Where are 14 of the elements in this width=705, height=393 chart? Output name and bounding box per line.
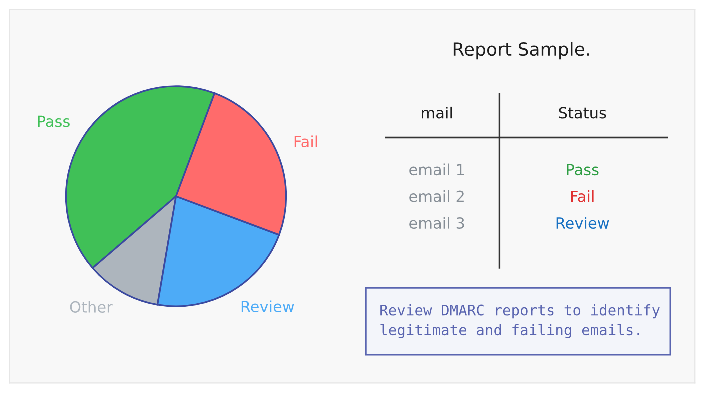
text: email 2 xyxy=(410,190,464,202)
slice-label: Review xyxy=(242,300,294,313)
slice-label: Pass xyxy=(38,116,70,128)
text: mail xyxy=(422,106,452,119)
slice-label: Fail xyxy=(294,136,318,148)
text: Pass xyxy=(567,164,599,176)
text: Status xyxy=(559,107,606,119)
text: Review xyxy=(556,217,610,230)
text: Report Sample. xyxy=(454,42,590,60)
text: Fail xyxy=(571,190,594,202)
text: email 3 xyxy=(410,217,464,230)
text: Review DMARC reports to identify legitimate and failing emails. xyxy=(380,304,660,339)
text: email 1 xyxy=(410,164,464,176)
slice-label: Other xyxy=(70,301,113,313)
